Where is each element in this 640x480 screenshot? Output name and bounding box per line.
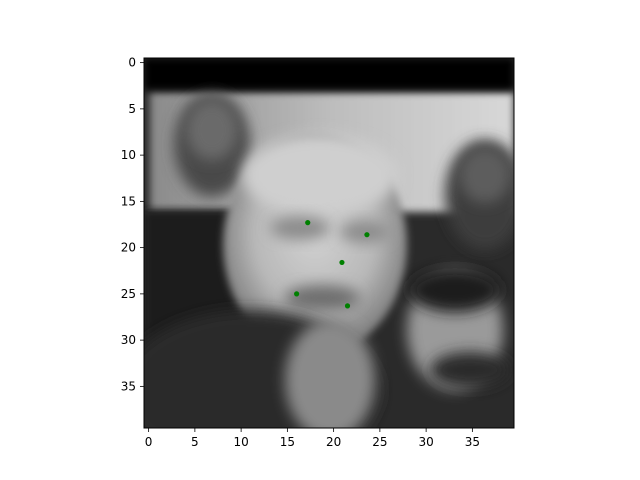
x-tick-label: 35 <box>465 435 480 449</box>
x-axis: 0 5 10 15 20 25 30 35 <box>145 428 480 449</box>
y-tick-label: 35 <box>121 379 136 393</box>
scatter-series <box>294 220 370 309</box>
y-tick-label: 10 <box>121 148 136 162</box>
y-axis: 0 5 10 15 20 25 30 35 <box>121 56 144 393</box>
x-tick-label: 0 <box>145 435 153 449</box>
plot-frame <box>143 57 515 429</box>
y-tick-label: 15 <box>121 194 136 208</box>
x-tick-label: 5 <box>191 435 199 449</box>
x-tick-label: 15 <box>280 435 295 449</box>
y-tick-label: 30 <box>121 333 136 347</box>
scatter-point <box>344 303 351 309</box>
x-tick-label: 30 <box>418 435 433 449</box>
scatter-point <box>305 220 311 226</box>
scatter-point <box>339 259 345 266</box>
y-tick-label: 0 <box>128 56 136 70</box>
y-tick-label: 20 <box>121 241 136 255</box>
x-tick-label: 25 <box>372 435 387 449</box>
scatter-point <box>294 291 300 297</box>
y-tick-label: 5 <box>128 102 136 116</box>
x-tick-label: 10 <box>233 435 248 449</box>
y-tick-label: 25 <box>121 287 136 301</box>
scatter-point <box>364 232 370 238</box>
x-tick-label: 20 <box>326 435 341 449</box>
image-background <box>144 58 514 428</box>
